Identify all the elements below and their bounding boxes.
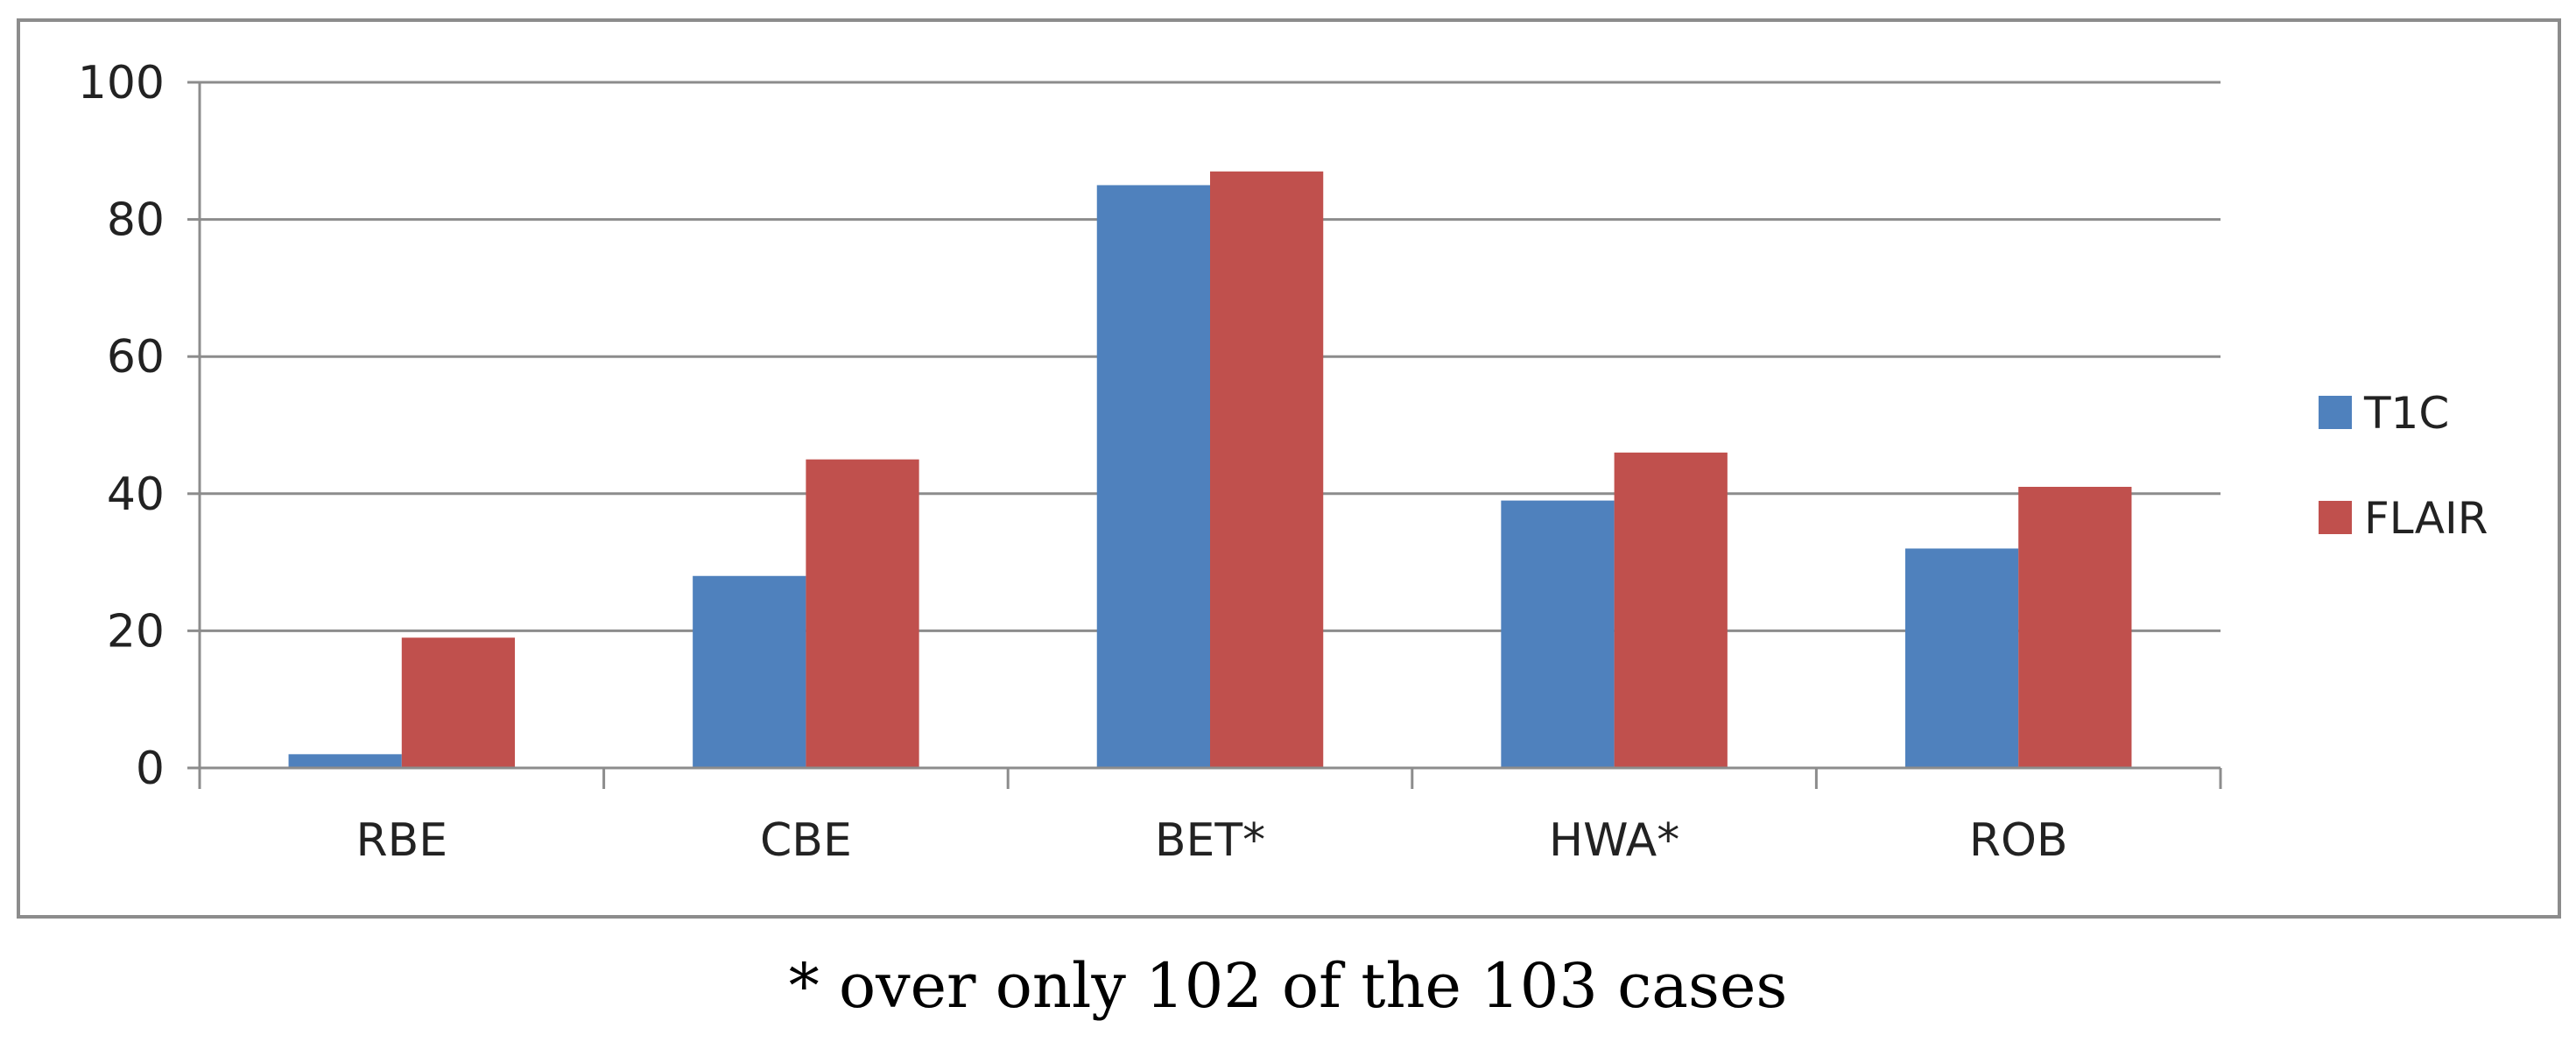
x-tick-label: ROB <box>1969 814 2068 867</box>
footnote: * over only 102 of the 103 cases <box>788 950 1788 1022</box>
x-tick-label: HWA* <box>1549 814 1679 867</box>
legend-swatch-flair <box>2319 501 2352 534</box>
bar-t1c-hwa <box>1501 500 1615 768</box>
bar-flair-hwa <box>1614 452 1728 768</box>
legend-label-flair: FLAIR <box>2364 493 2488 544</box>
y-tick-label: 40 <box>107 468 165 521</box>
x-tick-label: RBE <box>355 814 447 867</box>
y-tick-label: 60 <box>107 331 165 384</box>
y-tick-label: 100 <box>78 57 165 109</box>
y-tick-label: 20 <box>107 605 165 658</box>
bar-t1c-cbe <box>693 575 806 768</box>
legend-swatch-t1c <box>2319 396 2352 429</box>
x-tick-labels: RBE CBE BET* HWA* ROB <box>355 814 2067 867</box>
legend: T1C FLAIR <box>2319 388 2488 544</box>
bar-t1c-rob <box>1904 548 2019 768</box>
bar-t1c-rbe <box>288 754 402 768</box>
axes <box>187 81 2222 789</box>
x-tick-label: BET* <box>1155 814 1265 867</box>
legend-label-t1c: T1C <box>2363 388 2449 439</box>
bar-flair-rob <box>2018 486 2132 768</box>
bar-chart: 0 20 40 60 80 100 RBE CBE BET* HWA* ROB T1C FLAIR <box>17 18 2561 919</box>
bar-flair-rbe <box>401 637 516 768</box>
y-tick-labels: 0 20 40 60 80 100 <box>78 57 165 795</box>
y-tick-label: 0 <box>136 743 165 795</box>
bar-t1c-bet <box>1096 185 1210 768</box>
bar-flair-cbe <box>806 459 919 768</box>
bar-flair-bet <box>1210 171 1324 769</box>
y-tick-label: 80 <box>107 194 165 247</box>
x-tick-label: CBE <box>760 814 852 867</box>
bars <box>288 171 2132 769</box>
